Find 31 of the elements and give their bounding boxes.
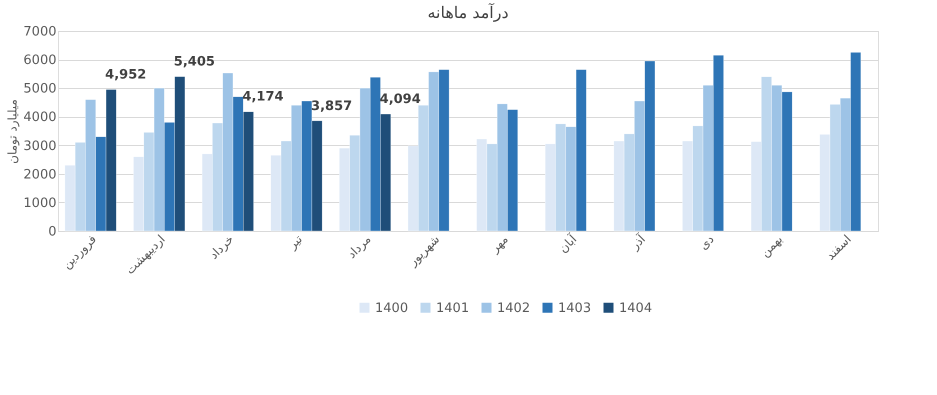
- y-tick-label: 5000: [23, 82, 56, 97]
- y-axis-title: میلیارد تومان: [5, 99, 20, 164]
- y-tick-label: 4000: [23, 110, 56, 126]
- x-tick-label: دی: [696, 232, 717, 252]
- legend-label: 1404: [619, 300, 652, 316]
- x-tick-label: مهر: [487, 232, 511, 256]
- y-tick-label: 6000: [23, 53, 56, 68]
- x-tick-label: اردیبهشت: [122, 232, 168, 277]
- legend-label: 1401: [436, 300, 470, 316]
- x-tick-label: اسفند: [823, 232, 854, 263]
- data-label: 5,405: [174, 54, 215, 70]
- x-tick-label: بهمن: [758, 232, 786, 260]
- y-tick-label: 1000: [23, 196, 56, 211]
- x-tick-label: تیر: [284, 232, 305, 252]
- x-tick-label: آبان: [555, 230, 580, 256]
- x-tick-label: مرداد: [344, 232, 374, 262]
- data-label: 3,857: [311, 98, 352, 114]
- x-tick-label: شهریور: [405, 232, 442, 270]
- x-tick-label: خرداد: [206, 232, 236, 262]
- legend-label: 1402: [497, 300, 530, 316]
- data-label: 4,952: [105, 68, 146, 83]
- legend-label: 1400: [375, 300, 408, 316]
- y-tick-label: 2000: [23, 167, 56, 182]
- legend-label: 1403: [558, 300, 592, 316]
- y-tick-label: 3000: [23, 138, 56, 154]
- chart-title: درآمد ماهانه: [427, 2, 509, 22]
- y-tick-label: 7000: [23, 24, 56, 40]
- data-label: 4,174: [242, 90, 284, 105]
- x-tick-label: فروردین: [60, 232, 100, 272]
- y-tick-label: 0: [48, 224, 56, 240]
- x-tick-label: آذر: [626, 230, 648, 253]
